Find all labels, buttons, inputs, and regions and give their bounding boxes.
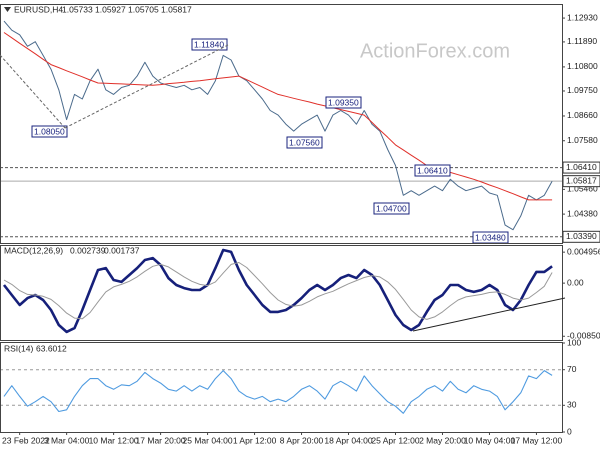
y-tick-label: -0.008501 <box>567 331 600 341</box>
x-tick-label: 23 Feb 2022 <box>2 435 50 445</box>
trend-line <box>64 44 229 129</box>
macd-panel-frame <box>0 245 563 341</box>
level-label: 1.06410 <box>566 162 597 172</box>
annotation-box <box>325 96 362 109</box>
y-tick-label: 1.09750 <box>567 85 598 95</box>
y-tick-label: 1.04380 <box>567 208 598 218</box>
symbol-icon <box>4 7 11 12</box>
panel-title: EURUSD,H4 <box>14 4 63 14</box>
x-tick-label: 10 May 04:00 <box>464 435 516 445</box>
panel-title: RSI(14) <box>4 343 33 353</box>
y-tick-label: 100 <box>567 337 581 347</box>
annotation: 1.07560 <box>289 137 320 147</box>
annotation: 1.09350 <box>328 97 359 107</box>
x-tick-label: 3 Mar 04:00 <box>44 435 90 445</box>
rsi-panel-frame <box>0 342 563 433</box>
series-line <box>3 32 553 201</box>
annotation: 1.06410 <box>417 165 448 175</box>
price-panel-frame <box>0 4 563 244</box>
level-label: 1.03390 <box>566 231 597 241</box>
x-tick-label: 8 Apr 20:00 <box>280 435 324 445</box>
x-tick-label: 10 Mar 12:00 <box>89 435 139 445</box>
x-tick-label: 25 Apr 12:00 <box>371 435 419 445</box>
annotation: 1.04700 <box>376 203 407 213</box>
y-tick-label: 1.08660 <box>567 110 598 120</box>
y-tick-label: 0 <box>567 426 572 436</box>
annotation-box <box>191 38 228 51</box>
header-value: 0.002739 <box>70 245 106 255</box>
y-tick-label: 1.11890 <box>567 36 597 46</box>
annotation: 1.08050 <box>34 126 65 136</box>
header-value: 0.001737 <box>104 245 140 255</box>
annotation-box <box>286 136 323 149</box>
y-tick-label: 1.12930 <box>567 12 598 22</box>
header-value: 1.05733 <box>62 4 93 14</box>
series-line <box>2 248 553 334</box>
y-tick-label: 70 <box>567 364 577 374</box>
annotation-box <box>414 164 451 177</box>
header-value: 63.6012 <box>36 343 67 353</box>
y-tick-label: 1.05460 <box>567 184 598 194</box>
annotation-box <box>373 202 410 215</box>
y-tick-label: 30 <box>567 400 577 410</box>
x-tick-label: 2 May 20:00 <box>419 435 466 445</box>
trend-line <box>0 54 66 129</box>
level-label: 1.05817 <box>566 175 597 185</box>
y-tick-label: 0.004956 <box>567 246 600 256</box>
annotation: 1.03480 <box>475 232 506 242</box>
watermark: ActionForex.com <box>360 40 510 62</box>
x-tick-label: 18 Apr 04:00 <box>324 435 372 445</box>
x-tick-label: 1 Apr 12:00 <box>233 435 277 445</box>
y-tick-label: 1.07580 <box>567 135 598 145</box>
series-line <box>3 20 553 231</box>
x-tick-label: 17 May 12:00 <box>511 435 563 445</box>
annotation-box <box>31 125 68 138</box>
annotation: 1.11840 <box>194 39 224 49</box>
trend-line <box>412 297 566 332</box>
panel-title: MACD(12,26,9) <box>4 245 63 255</box>
x-tick-label: 25 Mar 04:00 <box>183 435 233 445</box>
y-tick-label: 1.10800 <box>567 61 598 71</box>
series-line <box>3 262 553 320</box>
plot-layer: EURUSD,H41.05733 1.05927 1.05705 1.05817Act… <box>0 4 600 445</box>
series-line <box>3 370 553 414</box>
y-tick-label: 0.00 <box>567 277 584 287</box>
header-value: 1.05817 <box>161 4 192 14</box>
header-value: 1.05705 <box>128 4 159 14</box>
header-value: 1.05927 <box>95 4 126 14</box>
x-tick-label: 17 Mar 20:00 <box>136 435 186 445</box>
